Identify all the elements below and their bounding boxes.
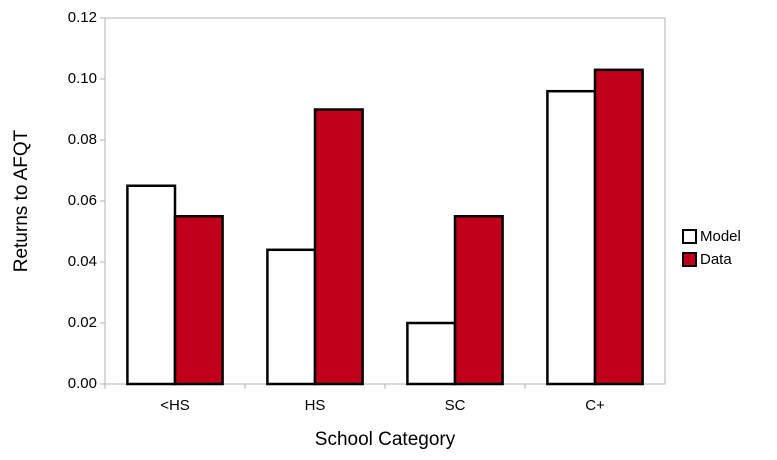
- bar: [453, 215, 504, 386]
- legend-label: Model: [700, 228, 741, 245]
- bar: [546, 89, 597, 386]
- bar: [406, 321, 457, 386]
- bar: [266, 248, 317, 386]
- y-tick-label: 0.00: [68, 375, 97, 392]
- y-axis-title: Returns to AFQT: [11, 129, 32, 272]
- x-axis-title: School Category: [315, 429, 456, 450]
- bar: [126, 184, 177, 386]
- y-tick-label: 0.06: [68, 192, 97, 209]
- x-tick-label: SC: [445, 397, 466, 414]
- bar: [593, 68, 644, 386]
- y-tick-label: 0.04: [68, 253, 97, 270]
- x-tick-label: C+: [585, 397, 605, 414]
- y-tick-label: 0.02: [68, 314, 97, 331]
- legend-swatch: [682, 252, 697, 267]
- legend-label: Data: [700, 251, 732, 268]
- x-tick-label: HS: [305, 397, 326, 414]
- bar: [173, 215, 224, 386]
- y-tick-label: 0.10: [68, 70, 97, 87]
- y-tick-label: 0.08: [68, 131, 97, 148]
- x-tick-label: <HS: [160, 397, 190, 414]
- bar: [313, 108, 364, 386]
- y-tick-label: 0.12: [68, 9, 97, 26]
- legend-swatch: [682, 229, 697, 244]
